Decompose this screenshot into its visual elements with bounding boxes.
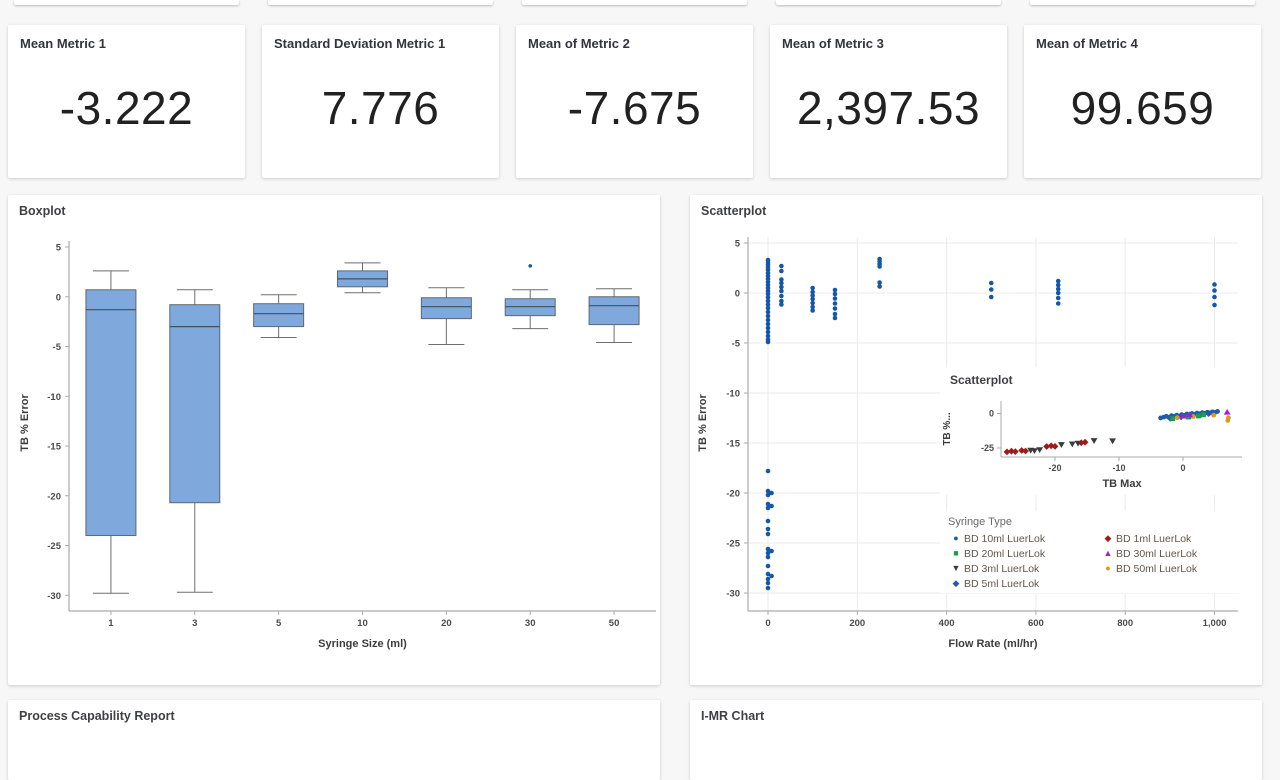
svg-text:5: 5 bbox=[735, 239, 741, 250]
triangle-up-marker-icon: ▲ bbox=[1103, 548, 1113, 558]
svg-text:50: 50 bbox=[609, 618, 620, 629]
svg-text:TB % Error: TB % Error bbox=[697, 394, 709, 452]
svg-text:-20: -20 bbox=[726, 489, 740, 500]
svg-text:TB % Error: TB % Error bbox=[19, 394, 31, 452]
svg-text:-10: -10 bbox=[47, 392, 61, 403]
svg-text:-25: -25 bbox=[47, 541, 61, 552]
legend-item-label: BD 30ml LuerLok bbox=[1116, 547, 1198, 560]
legend-item: ● BD 10ml LuerLok bbox=[948, 532, 1100, 545]
legend-item-label: BD 3ml LuerLok bbox=[964, 562, 1040, 575]
card-bottom-edge bbox=[268, 0, 493, 5]
svg-text:10: 10 bbox=[357, 618, 368, 629]
metric-card-mean-metric-1[interactable]: Mean Metric 1 -3.222 bbox=[8, 25, 245, 178]
legend-item-label: BD 5ml LuerLok bbox=[964, 577, 1040, 590]
metric-value: -3.222 bbox=[59, 81, 194, 134]
legend-title: Syringe Type bbox=[948, 516, 1013, 528]
svg-text:-20: -20 bbox=[1048, 463, 1061, 473]
svg-text:1,000: 1,000 bbox=[1203, 618, 1227, 629]
svg-text:200: 200 bbox=[849, 618, 865, 629]
svg-text:20: 20 bbox=[441, 618, 452, 629]
inset-scatterplot-panel: Scatterplot 0 -25 -20 -10 0 TB Max TB %... bbox=[940, 367, 1255, 495]
scatterplot-card[interactable]: Scatterplot 5 0 -5 -10 -15 -20 -25 -30 0 200 400 60… bbox=[690, 195, 1262, 685]
svg-text:-5: -5 bbox=[732, 339, 741, 350]
legend-item: ◆ BD 5ml LuerLok bbox=[948, 577, 1100, 590]
diamond-marker-icon: ◆ bbox=[1104, 533, 1112, 543]
imr-chart-card[interactable]: I-MR Chart bbox=[690, 700, 1262, 780]
svg-text:-10: -10 bbox=[1112, 463, 1125, 473]
circle-marker-icon: ● bbox=[1105, 563, 1111, 573]
svg-text:-5: -5 bbox=[53, 342, 62, 353]
square-marker-icon: ■ bbox=[953, 548, 959, 558]
metric-value: 7.776 bbox=[321, 81, 440, 134]
inset-scatterplot-chart: 0 -25 -20 -10 0 TB Max TB %... bbox=[940, 395, 1255, 500]
legend-item: ▼ BD 3ml LuerLok bbox=[948, 562, 1100, 575]
svg-text:Flow Rate (ml/hr): Flow Rate (ml/hr) bbox=[948, 638, 1038, 650]
svg-text:0: 0 bbox=[735, 289, 740, 300]
triangle-down-marker-icon: ▼ bbox=[951, 563, 961, 573]
legend-item: ▲ BD 30ml LuerLok bbox=[1100, 547, 1252, 560]
legend-item: ◆ BD 1ml LuerLok bbox=[1100, 532, 1252, 545]
legend-item: ■ BD 20ml LuerLok bbox=[948, 547, 1100, 560]
svg-text:TB Max: TB Max bbox=[1102, 478, 1142, 490]
svg-text:Syringe Size (ml): Syringe Size (ml) bbox=[318, 638, 407, 650]
svg-text:600: 600 bbox=[1028, 618, 1044, 629]
svg-text:800: 800 bbox=[1117, 618, 1133, 629]
legend-item-label: BD 50ml LuerLok bbox=[1116, 562, 1198, 575]
metric-card-mean-metric-3[interactable]: Mean of Metric 3 2,397.53 bbox=[770, 25, 1007, 178]
metric-label: Mean of Metric 2 bbox=[528, 36, 630, 51]
legend-item: ● BD 50ml LuerLok bbox=[1100, 562, 1252, 575]
svg-text:1: 1 bbox=[108, 618, 114, 629]
boxplot-card[interactable]: Boxplot 5 0 -5 -10 -15 -20 -25 -30 1 3 5 10 20 30 50 Sy… bbox=[8, 195, 660, 685]
process-capability-card[interactable]: Process Capability Report bbox=[8, 700, 660, 780]
svg-text:5: 5 bbox=[276, 618, 282, 629]
metric-value: -7.675 bbox=[567, 81, 702, 134]
svg-text:0: 0 bbox=[989, 409, 994, 419]
svg-text:0: 0 bbox=[1180, 463, 1185, 473]
metric-label: Mean of Metric 4 bbox=[1036, 36, 1138, 51]
svg-text:-10: -10 bbox=[726, 389, 740, 400]
legend-item-label: BD 10ml LuerLok bbox=[964, 532, 1046, 545]
svg-text:-25: -25 bbox=[981, 443, 994, 453]
svg-text:30: 30 bbox=[525, 618, 536, 629]
svg-text:400: 400 bbox=[939, 618, 955, 629]
metric-label: Mean of Metric 3 bbox=[782, 36, 884, 51]
svg-text:-15: -15 bbox=[47, 442, 61, 453]
circle-marker-icon: ● bbox=[953, 533, 959, 543]
svg-text:-25: -25 bbox=[726, 539, 740, 550]
inset-scatterplot-title: Scatterplot bbox=[950, 373, 1013, 387]
metric-card-stdev-metric-1[interactable]: Standard Deviation Metric 1 7.776 bbox=[262, 25, 499, 178]
svg-text:0: 0 bbox=[765, 618, 770, 629]
metric-label: Mean Metric 1 bbox=[20, 36, 106, 51]
boxplot-title: Boxplot bbox=[19, 204, 66, 218]
process-capability-title: Process Capability Report bbox=[19, 709, 175, 723]
metric-card-mean-metric-2[interactable]: Mean of Metric 2 -7.675 bbox=[516, 25, 753, 178]
scatterplot-title: Scatterplot bbox=[701, 204, 767, 218]
metric-label: Standard Deviation Metric 1 bbox=[274, 36, 446, 51]
metric-card-mean-metric-4[interactable]: Mean of Metric 4 99.659 bbox=[1024, 25, 1261, 178]
metric-value: 99.659 bbox=[1070, 81, 1215, 134]
imr-chart-title: I-MR Chart bbox=[701, 709, 765, 723]
card-bottom-edge bbox=[776, 0, 1001, 5]
legend-item-label: BD 1ml LuerLok bbox=[1116, 532, 1192, 545]
boxplot-chart: 5 0 -5 -10 -15 -20 -25 -30 1 3 5 10 20 30 50 Syringe Si… bbox=[8, 223, 660, 663]
svg-text:-15: -15 bbox=[726, 439, 740, 450]
legend: Syringe Type ● BD 10ml LuerLok ■ BD 20ml Lu… bbox=[940, 511, 1255, 593]
card-bottom-edge bbox=[1030, 0, 1255, 5]
svg-text:-20: -20 bbox=[47, 491, 61, 502]
scatterplot-chart: 5 0 -5 -10 -15 -20 -25 -30 0 200 400 600 800 1,000 Flo… bbox=[690, 223, 1262, 663]
legend-item-label: BD 20ml LuerLok bbox=[964, 547, 1046, 560]
svg-text:5: 5 bbox=[56, 243, 62, 254]
svg-text:0: 0 bbox=[56, 292, 61, 303]
svg-text:TB %...: TB %... bbox=[942, 412, 953, 446]
svg-text:3: 3 bbox=[192, 618, 197, 629]
metric-value: 2,397.53 bbox=[796, 81, 981, 134]
svg-text:-30: -30 bbox=[726, 589, 740, 600]
card-bottom-edge bbox=[522, 0, 747, 5]
svg-text:-30: -30 bbox=[47, 591, 61, 602]
card-bottom-edge bbox=[14, 0, 239, 5]
diamond-marker-icon: ◆ bbox=[952, 578, 960, 588]
